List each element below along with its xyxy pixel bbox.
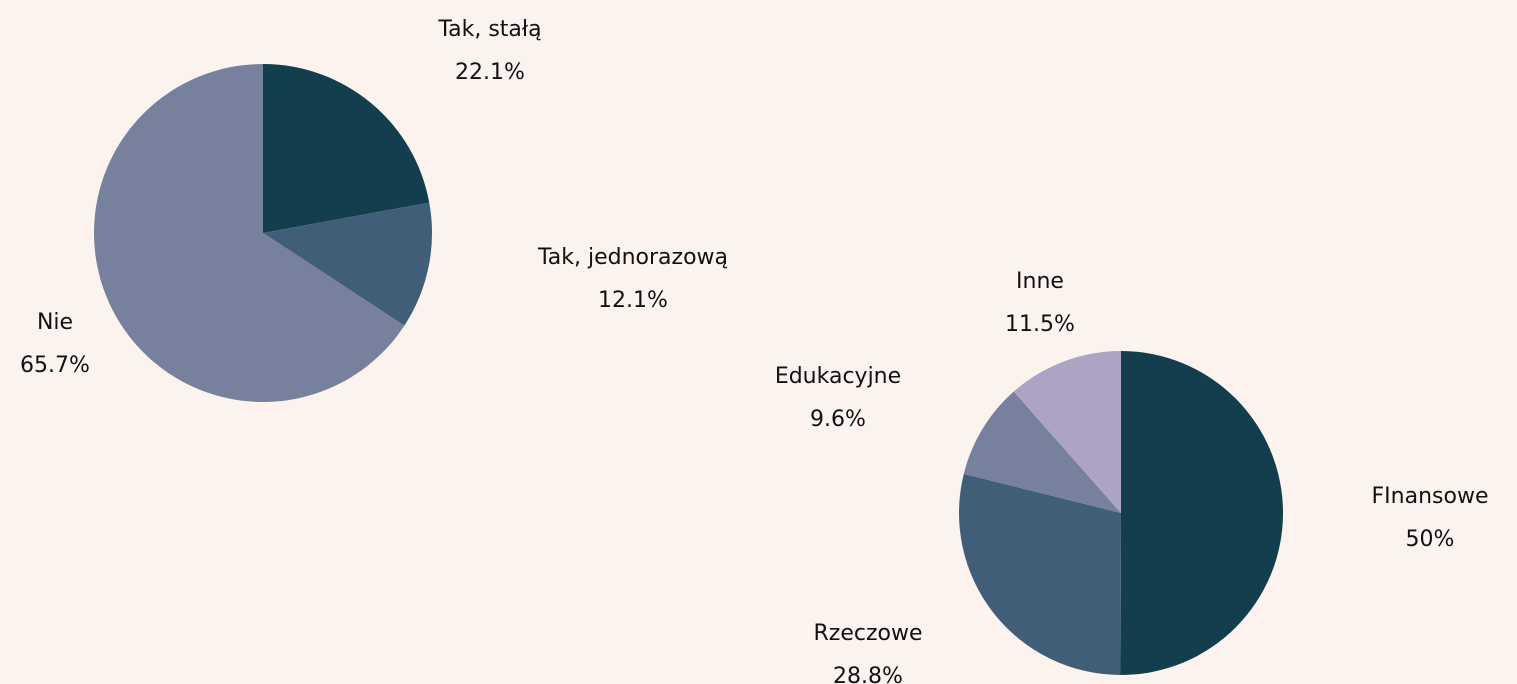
slice-label: Nie bbox=[37, 310, 73, 335]
pie-slice bbox=[963, 391, 1121, 513]
pie-slice bbox=[959, 473, 1121, 675]
slice-value-label: 28.8% bbox=[833, 664, 903, 684]
slice-label: Tak, jednorazową bbox=[537, 245, 728, 270]
slice-value-label: 11.5% bbox=[1005, 312, 1075, 337]
slice-label: FInansowe bbox=[1372, 484, 1489, 509]
pie-slice bbox=[263, 202, 433, 326]
pie-slice bbox=[1120, 351, 1284, 676]
slice-label: Inne bbox=[1016, 269, 1064, 294]
slice-label: Edukacyjne bbox=[775, 364, 901, 389]
slice-value-label: 50% bbox=[1406, 527, 1455, 552]
slice-label: Rzeczowe bbox=[813, 621, 922, 646]
slice-value-label: 22.1% bbox=[455, 60, 525, 85]
slice-value-label: 12.1% bbox=[598, 288, 668, 313]
pie-slice bbox=[94, 64, 405, 403]
slice-value-label: 9.6% bbox=[810, 407, 866, 432]
pie-slice bbox=[263, 64, 430, 233]
slice-value-label: 65.7% bbox=[20, 353, 90, 378]
pie-slice bbox=[1013, 351, 1121, 513]
slice-label: Tak, stałą bbox=[437, 17, 541, 42]
